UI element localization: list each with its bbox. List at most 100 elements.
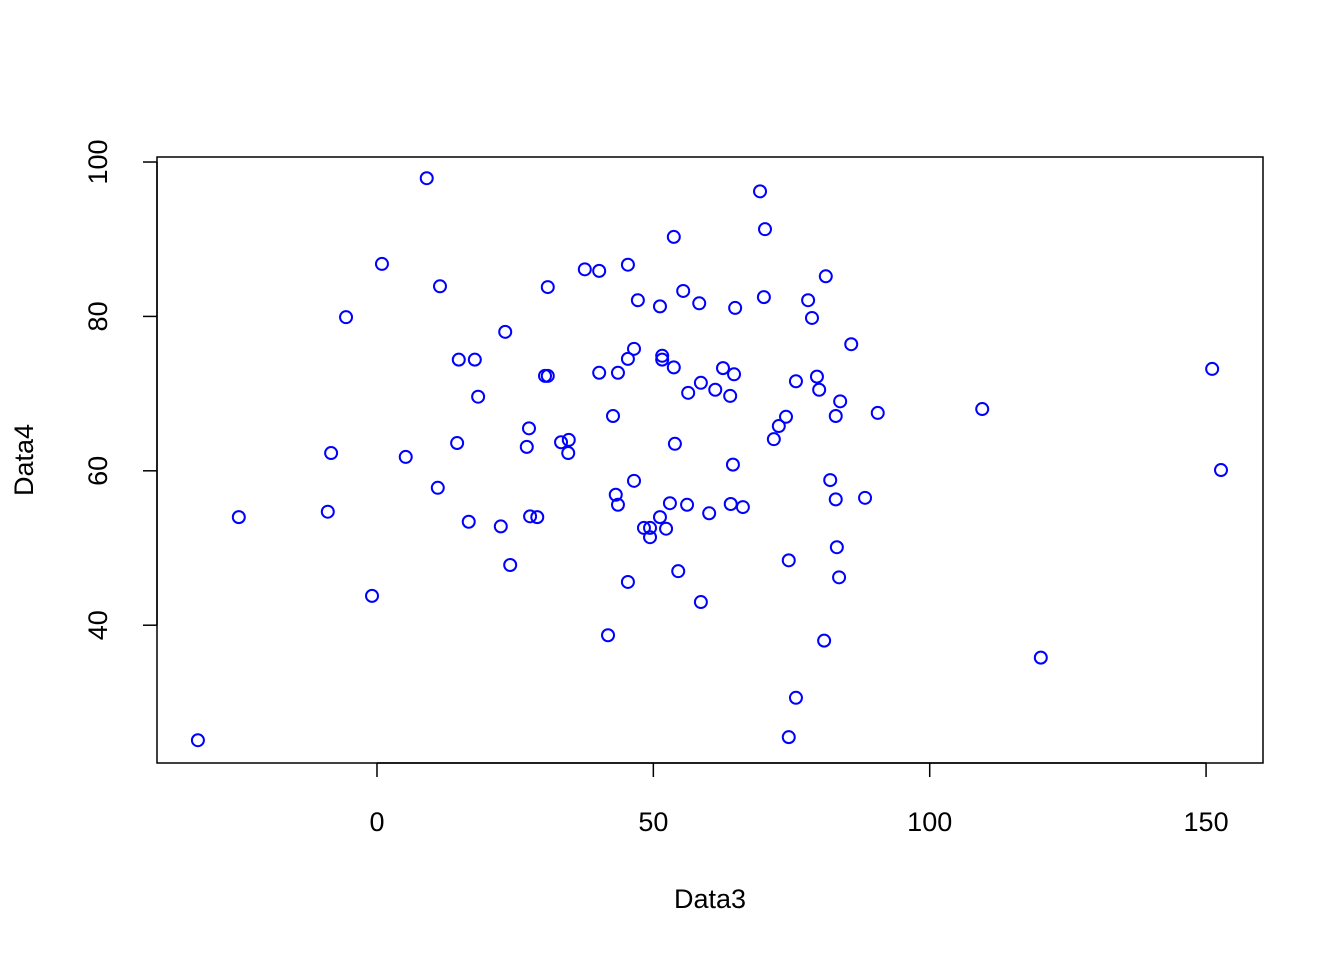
- point: [339, 310, 354, 325]
- point: [652, 299, 667, 314]
- point: [870, 405, 885, 420]
- point: [702, 506, 717, 521]
- point: [671, 564, 686, 579]
- point: [620, 574, 635, 589]
- point: [627, 473, 642, 488]
- point: [365, 588, 380, 603]
- point: [833, 394, 848, 409]
- point: [521, 421, 536, 436]
- point: [655, 352, 670, 367]
- point: [519, 439, 534, 454]
- point: [823, 473, 838, 488]
- point: [756, 290, 771, 305]
- point: [523, 509, 538, 524]
- point: [728, 300, 743, 315]
- x-tick-label: 0: [369, 807, 384, 837]
- point: [681, 385, 696, 400]
- x-tick-label: 50: [638, 807, 668, 837]
- point: [540, 280, 555, 295]
- point: [627, 341, 642, 356]
- point: [829, 540, 844, 555]
- point: [503, 557, 518, 572]
- point: [451, 352, 466, 367]
- point: [432, 279, 447, 294]
- point: [374, 256, 389, 271]
- point: [320, 504, 335, 519]
- point: [231, 510, 246, 525]
- point: [818, 269, 833, 284]
- point: [693, 595, 708, 610]
- point: [715, 361, 730, 376]
- y-tick-label: 60: [83, 456, 113, 486]
- point: [190, 733, 205, 748]
- point: [723, 497, 738, 512]
- point: [620, 257, 635, 272]
- point: [1205, 361, 1220, 376]
- point: [610, 497, 625, 512]
- point: [610, 365, 625, 380]
- point: [652, 510, 667, 525]
- point: [667, 436, 682, 451]
- point: [620, 351, 635, 366]
- point: [592, 365, 607, 380]
- point: [723, 388, 738, 403]
- point: [771, 419, 786, 434]
- point: [844, 337, 859, 352]
- point: [577, 262, 592, 277]
- point: [727, 367, 742, 382]
- x-tick-label: 150: [1184, 807, 1229, 837]
- point: [655, 348, 670, 363]
- point: [554, 435, 569, 450]
- point: [540, 368, 555, 383]
- point: [1033, 650, 1048, 665]
- y-axis-label: Data4: [9, 424, 39, 496]
- point: [630, 293, 645, 308]
- point: [812, 382, 827, 397]
- point: [643, 530, 658, 545]
- point: [680, 497, 695, 512]
- point: [858, 490, 873, 505]
- point: [450, 436, 465, 451]
- point: [828, 492, 843, 507]
- x-axis-label: Data3: [674, 884, 746, 914]
- point: [693, 375, 708, 390]
- point: [788, 690, 803, 705]
- point: [817, 633, 832, 648]
- x-tick-label: 100: [907, 807, 952, 837]
- point: [975, 402, 990, 417]
- point: [608, 487, 623, 502]
- plot-box: [156, 156, 1264, 764]
- point: [832, 570, 847, 585]
- point: [725, 457, 740, 472]
- point: [1213, 463, 1228, 478]
- point: [666, 229, 681, 244]
- point: [804, 310, 819, 325]
- point: [666, 360, 681, 375]
- point: [809, 369, 824, 384]
- point: [461, 514, 476, 529]
- point: [398, 449, 413, 464]
- point: [753, 184, 768, 199]
- point: [471, 389, 486, 404]
- point: [561, 446, 576, 461]
- point: [467, 352, 482, 367]
- y-tick-label: 100: [83, 139, 113, 184]
- y-tick-label: 80: [83, 301, 113, 331]
- y-tick-label: 40: [83, 610, 113, 640]
- point: [781, 730, 796, 745]
- point: [605, 408, 620, 423]
- point: [766, 432, 781, 447]
- point: [659, 521, 674, 536]
- point: [601, 628, 616, 643]
- point: [708, 382, 723, 397]
- point: [828, 408, 843, 423]
- point: [662, 496, 677, 511]
- point: [692, 296, 707, 311]
- point: [735, 500, 750, 515]
- point: [757, 222, 772, 237]
- point: [788, 374, 803, 389]
- point: [324, 446, 339, 461]
- point: [530, 510, 545, 525]
- point: [781, 553, 796, 568]
